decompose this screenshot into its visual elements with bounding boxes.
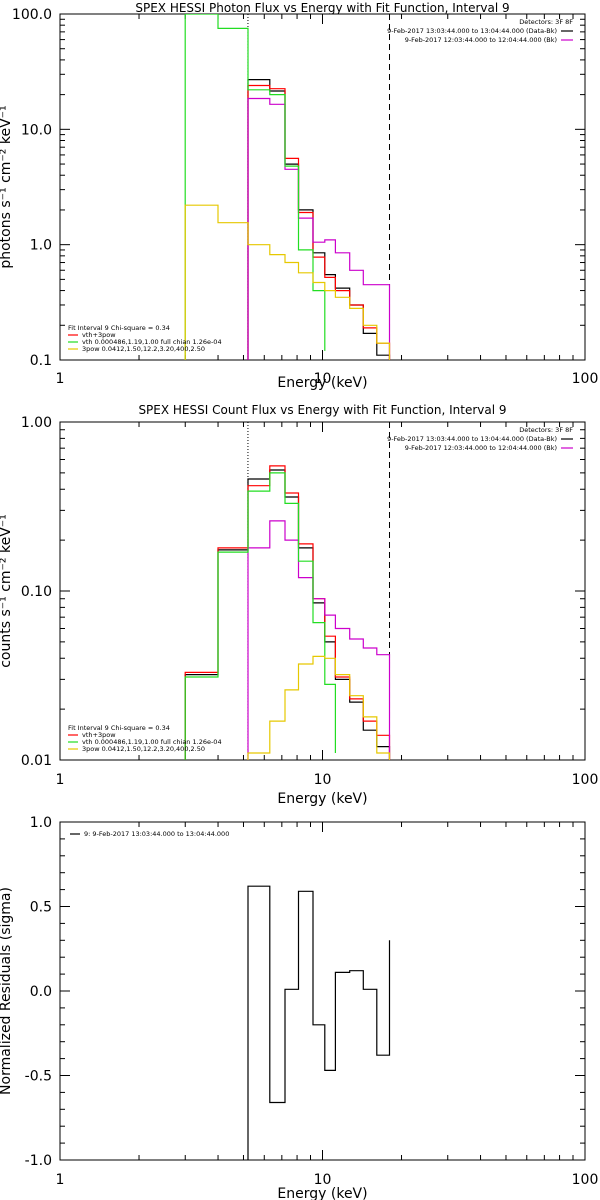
legend-entry: vth 0.000486,1.19,1.00 full chian 1.26e-… — [82, 338, 222, 346]
legend-fit-header: Fit Interval 9 Chi-square = 0.34 — [68, 724, 170, 732]
legend-detectors: Detectors: 3F 8F — [519, 426, 573, 434]
legend-entry: vth+3pow — [82, 331, 116, 339]
chart-title: SPEX HESSI Photon Flux vs Energy with Fi… — [135, 1, 509, 15]
y-tick-label: 0.0 — [30, 984, 52, 1000]
y-tick-label: 1.00 — [21, 415, 52, 431]
x-tick-label: 100 — [572, 772, 599, 788]
legend-detectors: Detectors: 3F 8F — [519, 18, 573, 26]
legend-entry: vth+3pow — [82, 731, 116, 739]
y-axis-label: Normalized Residuals (sigma) — [0, 887, 14, 1095]
x-axis-label: Energy (keV) — [277, 791, 367, 807]
x-tick-label: 1 — [56, 371, 65, 387]
chart-panel-2: SPEX HESSI Count Flux vs Energy with Fit… — [0, 403, 598, 807]
y-axis-label: photons s⁻¹ cm⁻² keV⁻¹ — [0, 105, 14, 268]
legend-entry: 9: 9-Feb-2017 13:03:44.000 to 13:04:44.0… — [84, 830, 229, 838]
x-tick-label: 10 — [314, 1172, 332, 1188]
legend-entry: vth 0.000486,1.19,1.00 full chian 1.26e-… — [82, 738, 222, 746]
x-tick-label: 100 — [572, 1172, 599, 1188]
series-line-4 — [184, 472, 336, 760]
x-axis-label: Energy (keV) — [277, 1186, 367, 1200]
series-group — [184, 465, 391, 760]
x-tick-label: 100 — [572, 371, 599, 387]
y-tick-label: 0.1 — [30, 353, 52, 369]
series-line-2 — [184, 465, 391, 760]
plot-frame — [59, 821, 586, 1161]
y-tick-label: 100.0 — [12, 7, 52, 23]
y-tick-label: -1.0 — [25, 1153, 52, 1169]
series-line-3 — [247, 97, 391, 360]
legend-fit-header: Fit Interval 9 Chi-square = 0.34 — [68, 324, 170, 332]
x-tick-label: 1 — [56, 772, 65, 788]
y-tick-label: -0.5 — [25, 1069, 52, 1085]
chart-panel-3: 1 10 100 Energy (keV) -1.0 -0.5 0.0 0.5 1.0 Norma… — [0, 815, 598, 1200]
legend-entry: 9-Feb-2017 13:03:44.000 to 13:04:44.000 … — [387, 27, 557, 35]
x-axis-label: Energy (keV) — [277, 375, 367, 391]
x-tick-label: 10 — [314, 371, 332, 387]
legend-entry: 9-Feb-2017 12:03:44.000 to 12:04:44.000 … — [405, 36, 557, 44]
series-line-1 — [247, 885, 391, 1160]
series-line-1 — [184, 469, 391, 760]
y-tick-label: 1.0 — [30, 238, 52, 254]
legend-entry: 9-Feb-2017 13:03:44.000 to 13:04:44.000 … — [387, 435, 557, 443]
x-tick-label: 1 — [56, 1172, 65, 1188]
legend-entry: 9-Feb-2017 12:03:44.000 to 12:04:44.000 … — [405, 444, 557, 452]
legend-entry: 3pow 0.0412,1.50,12.2,3.20,400,2.50 — [82, 745, 205, 753]
y-tick-label: 0.01 — [21, 753, 52, 769]
y-tick-label: 10.0 — [21, 122, 52, 138]
plot-frame — [59, 13, 586, 361]
y-tick-label: 0.5 — [30, 900, 52, 916]
y-axis-label: counts s⁻¹ cm⁻² keV⁻¹ — [0, 514, 14, 668]
x-tick-label: 10 — [314, 772, 332, 788]
series-line-5 — [247, 655, 391, 760]
chart-panel-1: SPEX HESSI Photon Flux vs Energy with Fi… — [0, 1, 598, 391]
series-line-4 — [184, 14, 326, 360]
series-line-3 — [247, 520, 391, 760]
legend-entry: 3pow 0.0412,1.50,12.2,3.20,400,2.50 — [82, 345, 205, 353]
series-line-5 — [184, 204, 391, 360]
y-tick-label: 1.0 — [30, 815, 52, 831]
series-group — [184, 14, 391, 360]
chart-title: SPEX HESSI Count Flux vs Energy with Fit… — [138, 403, 506, 417]
y-tick-label: 0.10 — [21, 584, 52, 600]
series-line-1 — [247, 79, 391, 360]
series-group — [247, 885, 391, 1160]
series-line-2 — [247, 84, 391, 360]
plot-frame — [59, 421, 586, 761]
